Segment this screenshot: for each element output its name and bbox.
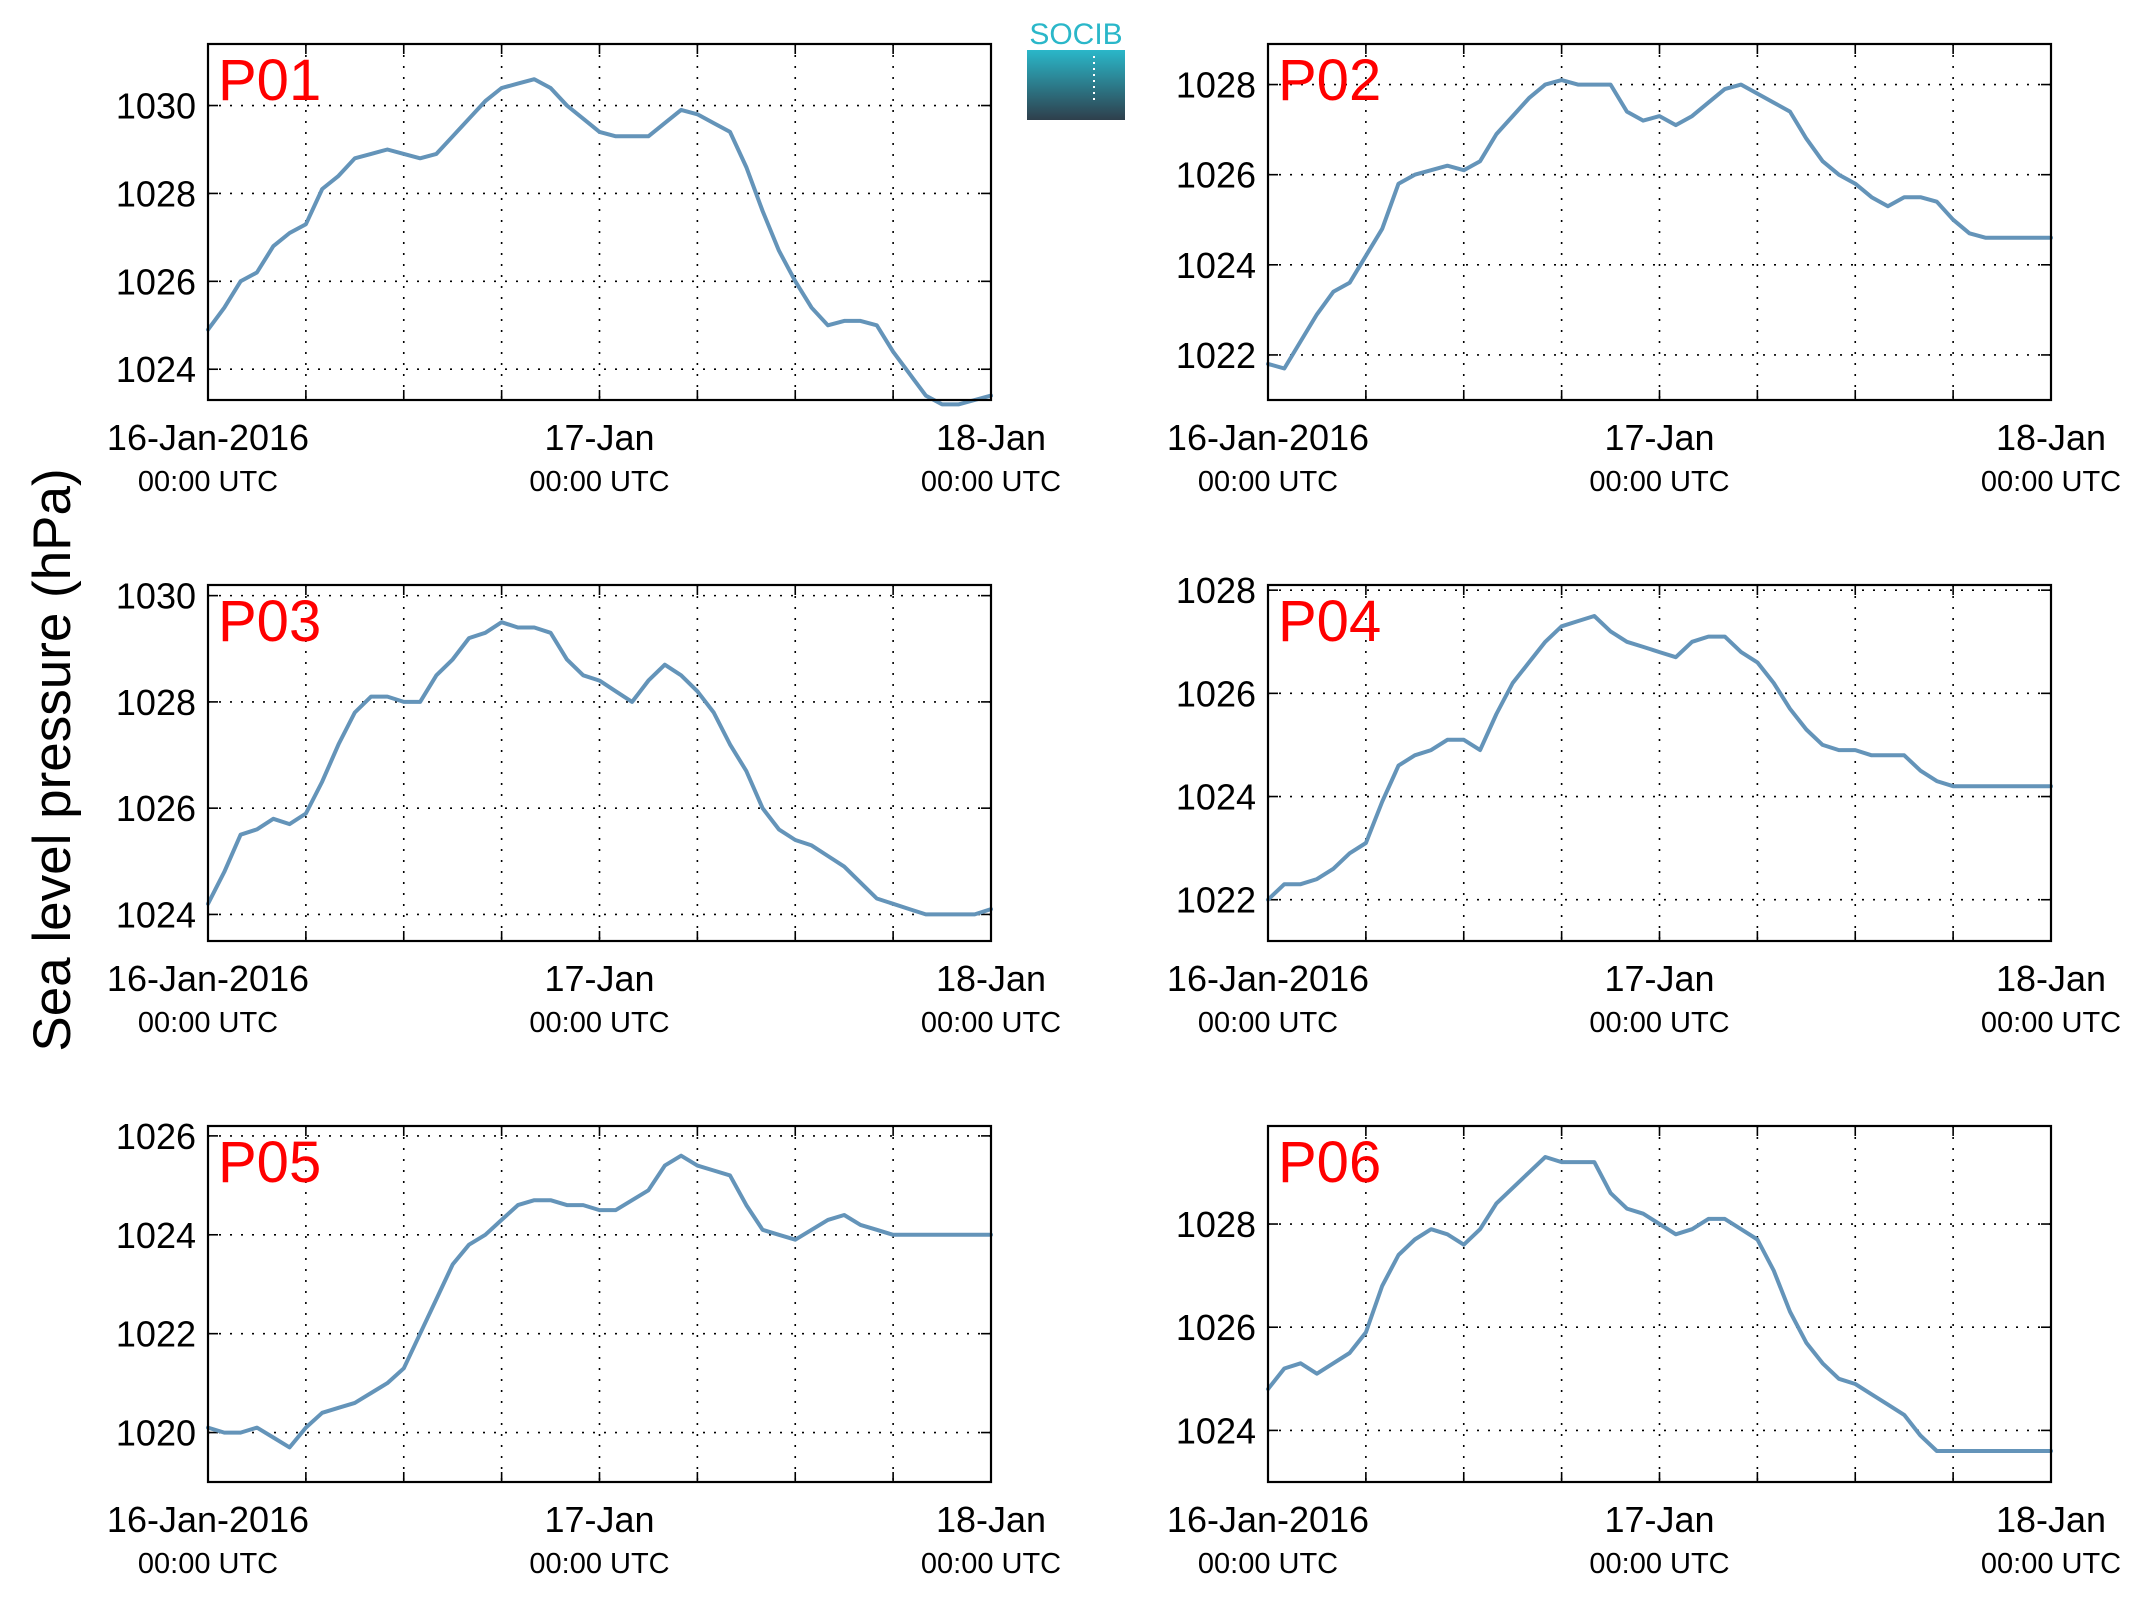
x-tick-label: 16-Jan-2016 [1167, 417, 1369, 458]
y-tick-label: 1026 [1176, 155, 1256, 196]
x-tick-sublabel: 00:00 UTC [1981, 1548, 2121, 1580]
panel-p06: 1024 1026 1028 16-Jan-2016 00:00 UTC 17-Jan 00… [1167, 1124, 2121, 1580]
x-tick-label: 17-Jan [544, 958, 654, 999]
y-tick-label: 1022 [1176, 335, 1256, 376]
x-tick-sublabel: 00:00 UTC [1981, 1007, 2121, 1039]
plot-frame [1266, 583, 2053, 943]
y-tick-label: 1024 [1176, 245, 1256, 286]
y-tick-label: 1024 [116, 894, 196, 935]
panel-title: P03 [218, 589, 321, 654]
y-tick-label: 1026 [116, 788, 196, 829]
y-tick-label: 1026 [116, 261, 196, 302]
panel-title: P06 [1278, 1130, 1381, 1195]
plot-frame [1266, 42, 2053, 402]
y-axis-label: Sea level pressure (hPa) [23, 468, 82, 1051]
x-tick-sublabel: 00:00 UTC [529, 466, 669, 498]
y-tick-label: 1022 [116, 1314, 196, 1355]
y-tick-label: 1028 [1176, 570, 1256, 611]
series-line [1266, 1155, 2053, 1453]
x-tick-label: 18-Jan [1996, 417, 2106, 458]
y-tick-label: 1024 [1176, 777, 1256, 818]
x-tick-sublabel: 00:00 UTC [138, 1548, 278, 1580]
panel-p03: 1024 1026 1028 1030 16-Jan-2016 00:00 UTC 17-J… [107, 576, 1061, 1039]
x-tick-label: 18-Jan [936, 958, 1046, 999]
y-tick-label: 1026 [116, 1116, 196, 1157]
panel-p04: 1022 1024 1026 1028 16-Jan-2016 00:00 UTC 17-J… [1167, 570, 2121, 1039]
socib-logo: SOCIB [1027, 18, 1125, 120]
y-tick-label: 1024 [116, 1215, 196, 1256]
plot-frame [206, 583, 993, 943]
x-tick-sublabel: 00:00 UTC [529, 1548, 669, 1580]
x-tick-label: 17-Jan [1604, 1499, 1714, 1540]
y-tick-label: 1028 [1176, 65, 1256, 106]
y-tick-label: 1028 [1176, 1204, 1256, 1245]
x-tick-sublabel: 00:00 UTC [1589, 1007, 1729, 1039]
plot-frame [206, 1124, 993, 1484]
panels: 1024 1026 1028 1030 16-Jan-2016 00:00 UTC 17-J… [107, 42, 2121, 1580]
x-tick-sublabel: 00:00 UTC [1981, 466, 2121, 498]
x-tick-sublabel: 00:00 UTC [1198, 466, 1338, 498]
panel-p01: 1024 1026 1028 1030 16-Jan-2016 00:00 UTC 17-J… [107, 42, 1061, 498]
y-tick-label: 1024 [116, 349, 196, 390]
x-tick-sublabel: 00:00 UTC [1589, 1548, 1729, 1580]
x-tick-sublabel: 00:00 UTC [138, 466, 278, 498]
plot-frame [206, 42, 993, 402]
x-tick-sublabel: 00:00 UTC [138, 1007, 278, 1039]
x-tick-label: 17-Jan [544, 1499, 654, 1540]
x-tick-label: 17-Jan [544, 417, 654, 458]
x-tick-sublabel: 00:00 UTC [1198, 1007, 1338, 1039]
panel-p02: 1022 1024 1026 1028 16-Jan-2016 00:00 UTC 17-J… [1167, 42, 2121, 498]
logo-text: SOCIB [1029, 18, 1122, 51]
x-tick-label: 18-Jan [936, 1499, 1046, 1540]
x-tick-sublabel: 00:00 UTC [921, 1548, 1061, 1580]
x-tick-label: 16-Jan-2016 [1167, 1499, 1369, 1540]
y-tick-label: 1030 [116, 86, 196, 127]
plot-frame [1266, 1124, 2053, 1484]
y-tick-label: 1028 [116, 682, 196, 723]
series-line [206, 620, 993, 917]
x-tick-label: 18-Jan [1996, 958, 2106, 999]
x-tick-sublabel: 00:00 UTC [529, 1007, 669, 1039]
x-tick-label: 17-Jan [1604, 417, 1714, 458]
y-tick-label: 1028 [116, 173, 196, 214]
panel-title: P04 [1278, 589, 1381, 654]
series-line [206, 1153, 993, 1450]
x-tick-label: 18-Jan [936, 417, 1046, 458]
x-tick-label: 16-Jan-2016 [1167, 958, 1369, 999]
y-tick-label: 1020 [116, 1413, 196, 1454]
x-tick-sublabel: 00:00 UTC [1198, 1548, 1338, 1580]
y-tick-label: 1030 [116, 576, 196, 617]
series-line [206, 77, 993, 407]
panel-title: P01 [218, 48, 321, 113]
x-tick-label: 16-Jan-2016 [107, 958, 309, 999]
x-tick-label: 16-Jan-2016 [107, 1499, 309, 1540]
series-line [1266, 614, 2053, 902]
y-tick-label: 1024 [1176, 1410, 1256, 1451]
logo-block [1027, 50, 1125, 120]
x-tick-label: 18-Jan [1996, 1499, 2106, 1540]
panel-p05: 1020 1022 1024 1026 16-Jan-2016 00:00 UTC 17-J… [107, 1116, 1061, 1580]
x-tick-sublabel: 00:00 UTC [921, 1007, 1061, 1039]
x-tick-sublabel: 00:00 UTC [921, 466, 1061, 498]
y-tick-label: 1022 [1176, 880, 1256, 921]
x-tick-label: 17-Jan [1604, 958, 1714, 999]
y-tick-label: 1026 [1176, 1307, 1256, 1348]
panel-title: P02 [1278, 48, 1381, 113]
y-tick-label: 1026 [1176, 673, 1256, 714]
panel-title: P05 [218, 1130, 321, 1195]
x-tick-sublabel: 00:00 UTC [1589, 466, 1729, 498]
series-line [1266, 78, 2053, 371]
x-tick-label: 16-Jan-2016 [107, 417, 309, 458]
